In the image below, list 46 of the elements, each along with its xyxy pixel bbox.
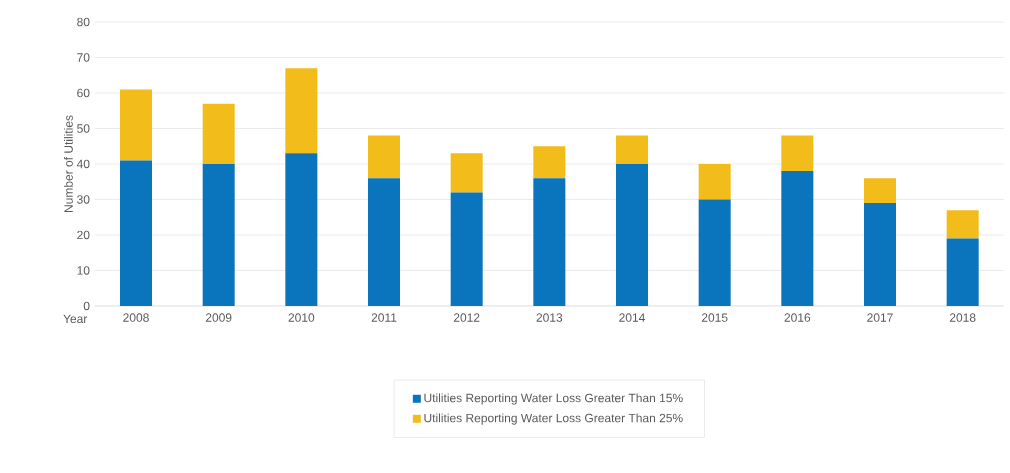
bar [698,163,731,200]
x-tick-label: 2015 [701,313,728,322]
x-tick-label: 2010 [288,313,315,322]
x-tick-label: 2011 [371,313,397,322]
x-tick-label: 2012 [453,313,480,322]
x-tick-label: 2008 [123,313,149,322]
bar [533,178,566,306]
bar [120,160,153,306]
y-tick-label: 40 [76,159,90,169]
legend-label: Utilities Reporting Water Loss Greater Than 15% [424,393,683,405]
y-tick-label: 0 [83,301,90,311]
bar [616,163,649,306]
x-tick-label: 2018 [949,313,976,322]
bar [533,146,566,179]
bar [864,203,896,306]
bar [202,163,235,306]
bar [120,89,153,161]
x-tick-label: 2013 [536,313,563,322]
y-axis-title: Number of Utilities [63,115,73,213]
bar [202,103,235,164]
bar [781,171,814,306]
bar [946,210,979,239]
legend-label: Utilities Reporting Water Loss Greater Than 25% [424,413,683,425]
bar [616,135,649,164]
y-tick-label: 20 [77,230,90,240]
y-tick-label: 80 [77,17,90,27]
x-tick-label: 2017 [867,313,893,322]
x-tick-label: 2009 [205,313,232,322]
x-tick-label: 2014 [619,313,645,322]
y-tick-label: 10 [77,266,90,275]
bar [698,199,731,306]
y-tick-label: 60 [77,88,90,98]
x-axis-title: Year [63,314,88,324]
x-tick-label: 2016 [784,313,811,322]
bar [368,135,401,179]
bar [450,153,483,193]
bar [864,178,896,204]
y-tick-label: 50 [77,124,90,133]
y-tick-label: 30 [77,195,90,204]
bar [285,153,318,306]
bar [450,192,483,306]
bar [285,68,318,154]
bar [946,238,979,306]
y-tick-label: 70 [77,53,90,62]
bar [368,178,401,306]
bar [781,135,814,172]
